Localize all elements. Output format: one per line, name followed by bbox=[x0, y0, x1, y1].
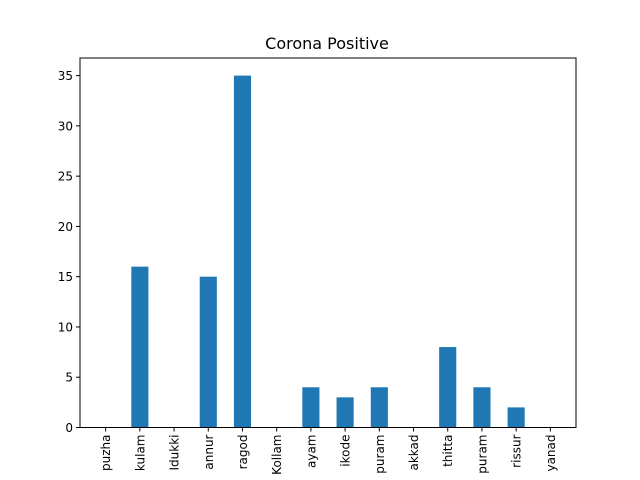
chart-title: Corona Positive bbox=[265, 34, 389, 53]
y-tick-label: 5 bbox=[65, 371, 73, 385]
x-tick-label: akkad bbox=[407, 435, 421, 471]
x-tick-label: puram bbox=[373, 435, 387, 474]
bar-6 bbox=[302, 387, 320, 428]
x-tick-label: puram bbox=[475, 435, 489, 474]
x-tick-label: thitta bbox=[441, 435, 455, 467]
x-tick-label: puzha bbox=[99, 435, 113, 471]
y-tick-label: 35 bbox=[58, 69, 73, 83]
x-tick-label: Idukki bbox=[168, 435, 182, 471]
bar-12 bbox=[507, 407, 525, 428]
x-tick-label: ayam bbox=[304, 435, 318, 469]
y-axis: 0 5 10 15 20 25 30 35 bbox=[58, 69, 80, 435]
bar-1 bbox=[131, 266, 149, 428]
x-tick-label: yanad bbox=[544, 435, 558, 472]
y-tick-label: 10 bbox=[58, 320, 73, 334]
axes-frame bbox=[79, 57, 577, 428]
x-axis: puzha kulam Idukki annur ragod Kollam ayam ikod… bbox=[99, 427, 558, 475]
y-tick-label: 15 bbox=[58, 270, 73, 284]
y-tick-label: 30 bbox=[58, 119, 73, 133]
x-tick-label: annur bbox=[202, 434, 216, 469]
bar-4 bbox=[233, 75, 252, 428]
bar-3 bbox=[199, 276, 217, 428]
bar-11 bbox=[473, 387, 491, 428]
plot-area bbox=[131, 75, 525, 428]
y-tick-label: 0 bbox=[65, 421, 73, 435]
y-tick-label: 25 bbox=[58, 170, 73, 184]
x-tick-label: kulam bbox=[133, 435, 147, 472]
bar-7 bbox=[336, 397, 354, 428]
y-tick-label: 20 bbox=[58, 220, 73, 234]
x-tick-label: ikode bbox=[339, 435, 353, 467]
bar-8 bbox=[370, 387, 388, 428]
x-tick-label: ragod bbox=[236, 435, 250, 470]
x-tick-label: rissur bbox=[510, 434, 524, 467]
bar-10 bbox=[439, 347, 457, 428]
x-tick-label: Kollam bbox=[270, 435, 284, 475]
